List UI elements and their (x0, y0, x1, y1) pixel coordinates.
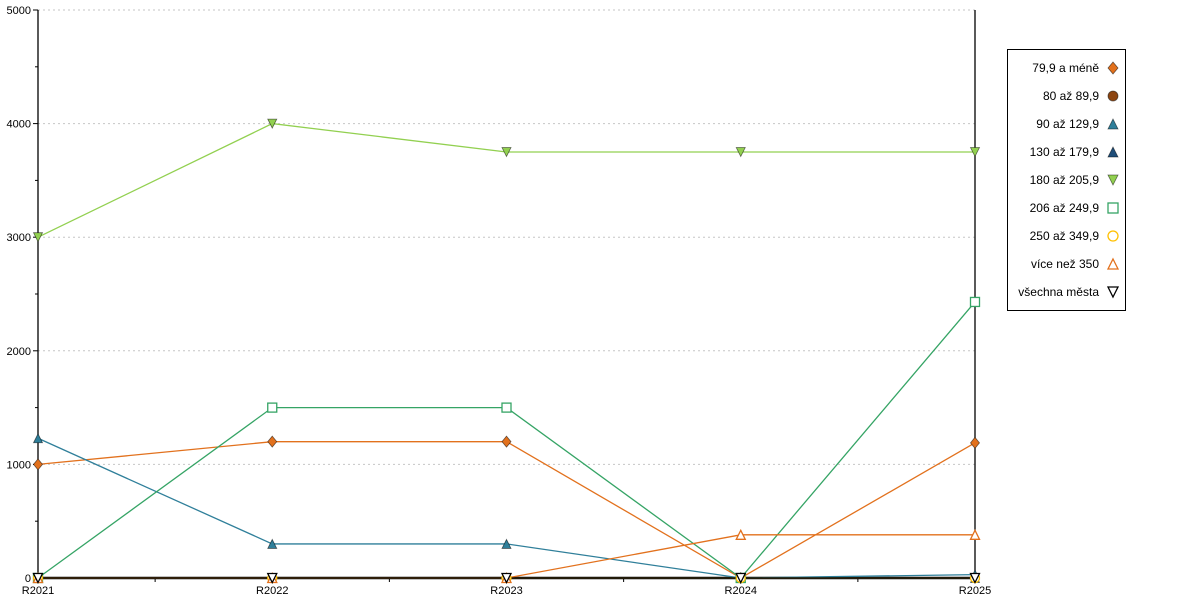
legend-label: 130 až 179,9 (1029, 145, 1099, 159)
square-marker (1107, 202, 1119, 214)
gridlines (38, 9, 975, 465)
y-tick-label: 3000 (7, 232, 31, 244)
diamond-marker (1107, 61, 1119, 75)
circle-icon (1107, 230, 1119, 242)
legend-item: všechna města (1012, 278, 1120, 306)
y-axis-labels: 0 1000 2000 3000 4000 5000 (7, 5, 31, 585)
legend: 79,9 a méně 80 až 89,9 90 až 129,9 130 až 1… (1007, 49, 1126, 311)
legend-label: všechna města (1018, 285, 1099, 299)
triangle-up-marker (267, 538, 278, 549)
triangle-down-marker (969, 572, 981, 584)
triangle-down-marker (1107, 174, 1119, 186)
series-line (37, 441, 976, 579)
diamond-icon (1107, 61, 1119, 75)
triangle-up-marker (1107, 146, 1119, 158)
legend-item: 130 až 179,9 (1012, 138, 1120, 166)
y-tick-label: 4000 (7, 119, 31, 131)
triangle-up-marker (1107, 118, 1119, 130)
x-tick-label: R2021 (22, 585, 54, 597)
triangle-down-marker (32, 232, 44, 243)
triangle-down-marker (267, 118, 278, 129)
series-line (37, 437, 976, 579)
y-tick-label: 2000 (7, 346, 31, 358)
triangle-up-marker (735, 528, 747, 540)
square-marker (501, 402, 512, 413)
legend-label: 180 až 205,9 (1029, 173, 1099, 187)
legend-item: 250 až 349,9 (1012, 222, 1120, 250)
x-tick-label: R2023 (490, 585, 522, 597)
legend-item: 180 až 205,9 (1012, 166, 1120, 194)
circle-marker (1107, 90, 1119, 102)
triangle-down-icon (1107, 174, 1119, 186)
triangle-down-marker (735, 147, 746, 158)
triangle-up-icon (1106, 257, 1120, 270)
legend-item: více než 350 (1012, 250, 1120, 278)
y-tick-label: 5000 (7, 5, 31, 17)
circle-icon (1107, 90, 1119, 102)
square-marker (969, 296, 981, 308)
legend-item: 90 až 129,9 (1012, 110, 1120, 138)
legend-item: 79,9 a méně (1012, 54, 1120, 82)
circle-marker (1107, 230, 1119, 242)
triangle-down-marker (501, 147, 512, 158)
legend-label: 250 až 349,9 (1029, 229, 1099, 243)
y-tick-label: 1000 (7, 459, 31, 471)
legend-item: 80 až 89,9 (1012, 82, 1120, 110)
series-markers (32, 118, 981, 585)
legend-label: 90 až 129,9 (1036, 117, 1099, 131)
legend-label: 80 až 89,9 (1042, 89, 1099, 103)
triangle-down-marker (266, 572, 278, 584)
triangle-down-marker (1106, 286, 1120, 299)
x-tick-label: R2025 (959, 585, 991, 597)
triangle-down-icon (1106, 286, 1120, 299)
series-line (37, 122, 975, 238)
triangle-down-marker (32, 572, 44, 584)
legend-label: 206 až 249,9 (1029, 201, 1099, 215)
square-marker (267, 402, 278, 413)
square-icon (1107, 202, 1119, 214)
triangle-up-marker (969, 528, 981, 540)
diamond-marker (501, 435, 512, 448)
diamond-marker (267, 435, 278, 448)
x-tick-label: R2022 (256, 585, 288, 597)
x-tick-label: R2024 (725, 585, 757, 597)
y-tick-label: 0 (25, 573, 31, 585)
triangle-down-marker (735, 572, 747, 584)
triangle-up-marker (501, 538, 512, 549)
diamond-marker (32, 458, 44, 471)
triangle-down-marker (969, 147, 981, 158)
x-axis-labels: R2021 R2022 R2023 R2024 R2025 (22, 585, 991, 597)
legend-label: více než 350 (1030, 257, 1099, 271)
triangle-up-icon (1107, 146, 1119, 158)
triangle-up-icon (1107, 118, 1119, 130)
triangle-down-marker (500, 572, 513, 584)
axes (33, 9, 976, 583)
legend-label: 79,9 a méně (1032, 61, 1099, 75)
diamond-marker (969, 436, 981, 449)
triangle-up-marker (1106, 257, 1120, 270)
triangle-up-marker (32, 432, 44, 444)
legend-item: 206 až 249,9 (1012, 194, 1120, 222)
